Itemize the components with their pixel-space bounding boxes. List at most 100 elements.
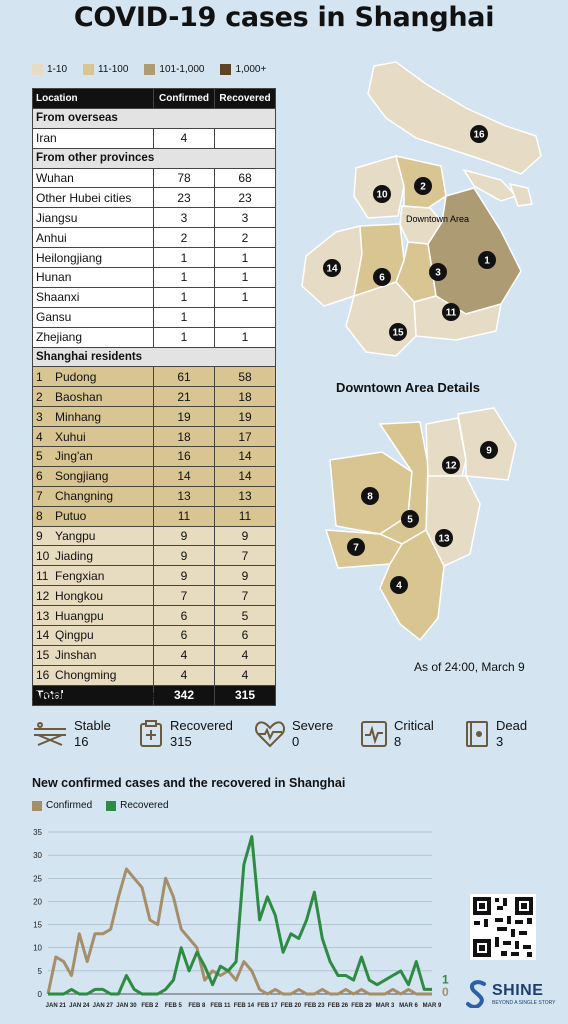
district-hengsha [508,182,533,207]
district-marker-11: 11 [442,303,460,321]
district-changxing [462,168,518,202]
x-tick-label: JAN 30 [116,1003,137,1009]
svg-text:8: 8 [367,492,373,503]
detail-map-markers: 9 12 8 5 7 13 4 [347,441,498,594]
x-tick-label: FEB 20 [281,1003,302,1009]
table-row: Other Hubei cities 23 23 [32,187,276,209]
stat-label: Critical [394,718,434,733]
detail-marker-13: 13 [435,529,453,547]
svg-text:6: 6 [379,273,385,284]
table-row: 8 Putuo 11 11 [32,505,276,527]
svg-text:16: 16 [473,130,485,141]
stat-value: 315 [170,734,192,749]
y-tick-label: 30 [33,851,42,860]
stat-recovered: Recovered 315 [138,718,233,750]
svg-text:5: 5 [407,515,413,526]
x-tick-label: JAN 21 [46,1003,67,1009]
svg-text:9: 9 [486,446,492,457]
brand-tagline: BEYOND A SINGLE STORY [492,1000,556,1006]
svg-text:4: 4 [396,581,402,592]
table-row: 3 Minhang 19 19 [32,406,276,428]
svg-text:2: 2 [420,182,426,193]
x-tick-label: FEB 11 [210,1003,231,1009]
y-tick-label: 20 [33,897,42,906]
detail-marker-12: 12 [442,456,460,474]
x-tick-label: FEB 29 [351,1003,372,1009]
y-tick-label: 10 [33,944,42,953]
shine-logo-icon [466,980,486,1008]
x-tick-label: JAN 27 [93,1003,114,1009]
downtown-detail-map: 9 12 8 5 7 13 4 [324,407,517,642]
stat-label: Dead [496,718,528,733]
x-tick-label: FEB 17 [257,1003,278,1009]
stat-dead: Dead 3 [464,718,527,750]
detail-marker-7: 7 [347,538,365,556]
district-marker-3: 3 [429,263,447,281]
svg-text:12: 12 [445,461,457,472]
x-tick-label: FEB 8 [188,1003,206,1009]
x-tick-label: MAR 3 [376,1003,395,1009]
table-row: 6 Songjiang 14 14 [32,465,276,487]
legend-item-1-10: 1-10 [32,64,67,75]
map-markers: 16 10 2 1 3 14 6 11 15 [323,125,496,341]
district-marker-15: 15 [389,323,407,341]
shine-logo: SHINE BEYOND A SINGLE STORY [466,980,555,1008]
brand-name: SHINE [492,982,544,999]
x-tick-label: FEB 2 [141,1003,159,1009]
svg-text:7: 7 [353,543,359,554]
svg-text:3: 3 [435,268,441,279]
table-row: 1 Pudong 61 58 [32,366,276,388]
series-end-label: 1 [442,972,449,986]
table-row: Wuhan 78 68 [32,167,276,189]
svg-text:15: 15 [392,328,404,339]
district-marker-16: 16 [470,125,488,143]
table-row: Zhejiang 1 1 [32,326,276,348]
svg-text:11: 11 [446,308,457,319]
as-of-timestamp: As of 24:00, March 9 [414,660,525,674]
table-row: 13 Huangpu 6 5 [32,605,276,627]
table-row: Shaanxi 1 1 [32,286,276,308]
detail-marker-5: 5 [401,510,419,528]
table-row: Iran 4 [32,127,276,149]
stat-label: Recovered [170,718,233,733]
x-tick-label: MAR 9 [423,1003,442,1009]
table-row: 11 Fengxian 9 9 [32,565,276,587]
table-row: 16 Chongming 4 4 [32,664,276,686]
cases-table: Location Confirmed Recovered From overse… [32,88,276,706]
table-row: Heilongjiang 1 1 [32,247,276,269]
section-overseas: From overseas [32,107,276,129]
district-marker-10: 10 [373,185,391,203]
page-title: COVID-19 cases in Shanghai [73,2,495,33]
chart-title: New confirmed cases and the recovered in… [32,776,346,790]
stat-critical: Critical 8 [360,718,434,750]
series-line-recovered [48,835,432,996]
district-marker-2: 2 [414,177,432,195]
series-line-confirmed [46,867,432,996]
x-tick-label: FEB 5 [165,1003,183,1009]
case-status-row: Stable 16 Recovered 315 Severe 0 Critical 8 … [32,718,542,758]
svg-text:14: 14 [326,264,338,275]
district-chongming [367,61,542,175]
chart-legend-confirmed: Confirmed [32,800,92,811]
x-tick-label: FEB 23 [304,1003,325,1009]
y-tick-label: 15 [33,921,42,930]
table-row: 15 Jinshan 4 4 [32,644,276,666]
y-tick-label: 35 [33,828,42,837]
y-tick-label: 25 [33,874,42,883]
table-row: 9 Yangpu 9 9 [32,525,276,547]
detail-marker-9: 9 [480,441,498,459]
chart-legend: Confirmed Recovered [32,800,169,811]
table-row: 7 Changning 13 13 [32,485,276,507]
section-other-provinces: From other provinces [32,147,276,169]
district-marker-1: 1 [478,251,496,269]
qr-code-icon [470,894,536,960]
book-icon [466,721,488,747]
x-tick-label: MAR 6 [399,1003,418,1009]
svg-text:13: 13 [438,534,450,545]
detail-district-xuhui [379,528,445,642]
stat-value: 3 [496,734,504,749]
chart-legend-recovered: Recovered [106,800,169,811]
table-total-row: Total 342 315 [32,684,276,706]
table-row: 5 Jing'an 16 14 [32,446,276,467]
